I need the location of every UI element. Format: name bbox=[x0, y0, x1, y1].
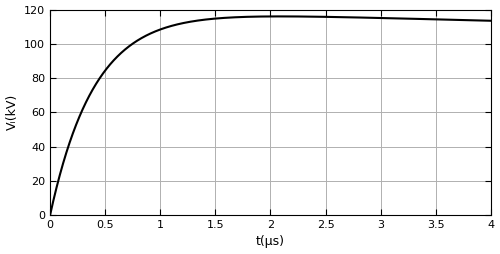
X-axis label: t(μs): t(μs) bbox=[256, 235, 285, 248]
Y-axis label: Vᵢ(kV): Vᵢ(kV) bbox=[6, 94, 18, 130]
